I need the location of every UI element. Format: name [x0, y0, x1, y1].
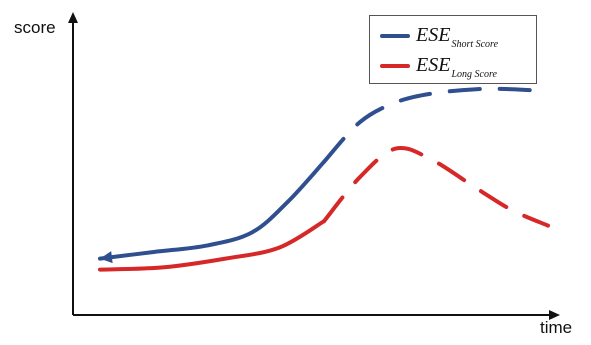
y-axis-arrow [68, 12, 78, 23]
legend-swatch-short [380, 34, 410, 38]
legend-main-long: ESE [416, 54, 451, 76]
legend-swatch-long [380, 64, 410, 68]
y-axis-title: score [14, 18, 56, 37]
legend-label-long: ESELong Score [416, 54, 497, 80]
axes-layer [68, 12, 560, 320]
legend-main-short: ESE [416, 24, 451, 46]
series-1-dashed-line [322, 145, 550, 228]
series-1-solid-line [98, 219, 326, 272]
series-0-solid-line [98, 159, 326, 261]
legend-item-long: ESELong Score [380, 54, 530, 80]
x-axis-title: time [540, 318, 573, 337]
series-layer [98, 86, 550, 272]
series-0-start-arrow [100, 251, 113, 264]
legend-sub-short: Short Score [451, 39, 499, 50]
legend-label-short: ESEShort Score [416, 24, 498, 50]
legend-sub-long: Long Score [451, 69, 497, 80]
x-axis-arrow [549, 310, 560, 320]
series-0-dashed-line [322, 86, 550, 164]
legend-item-short: ESEShort Score [380, 24, 530, 50]
chart-legend: ESEShort Score ESELong Score [369, 15, 537, 84]
